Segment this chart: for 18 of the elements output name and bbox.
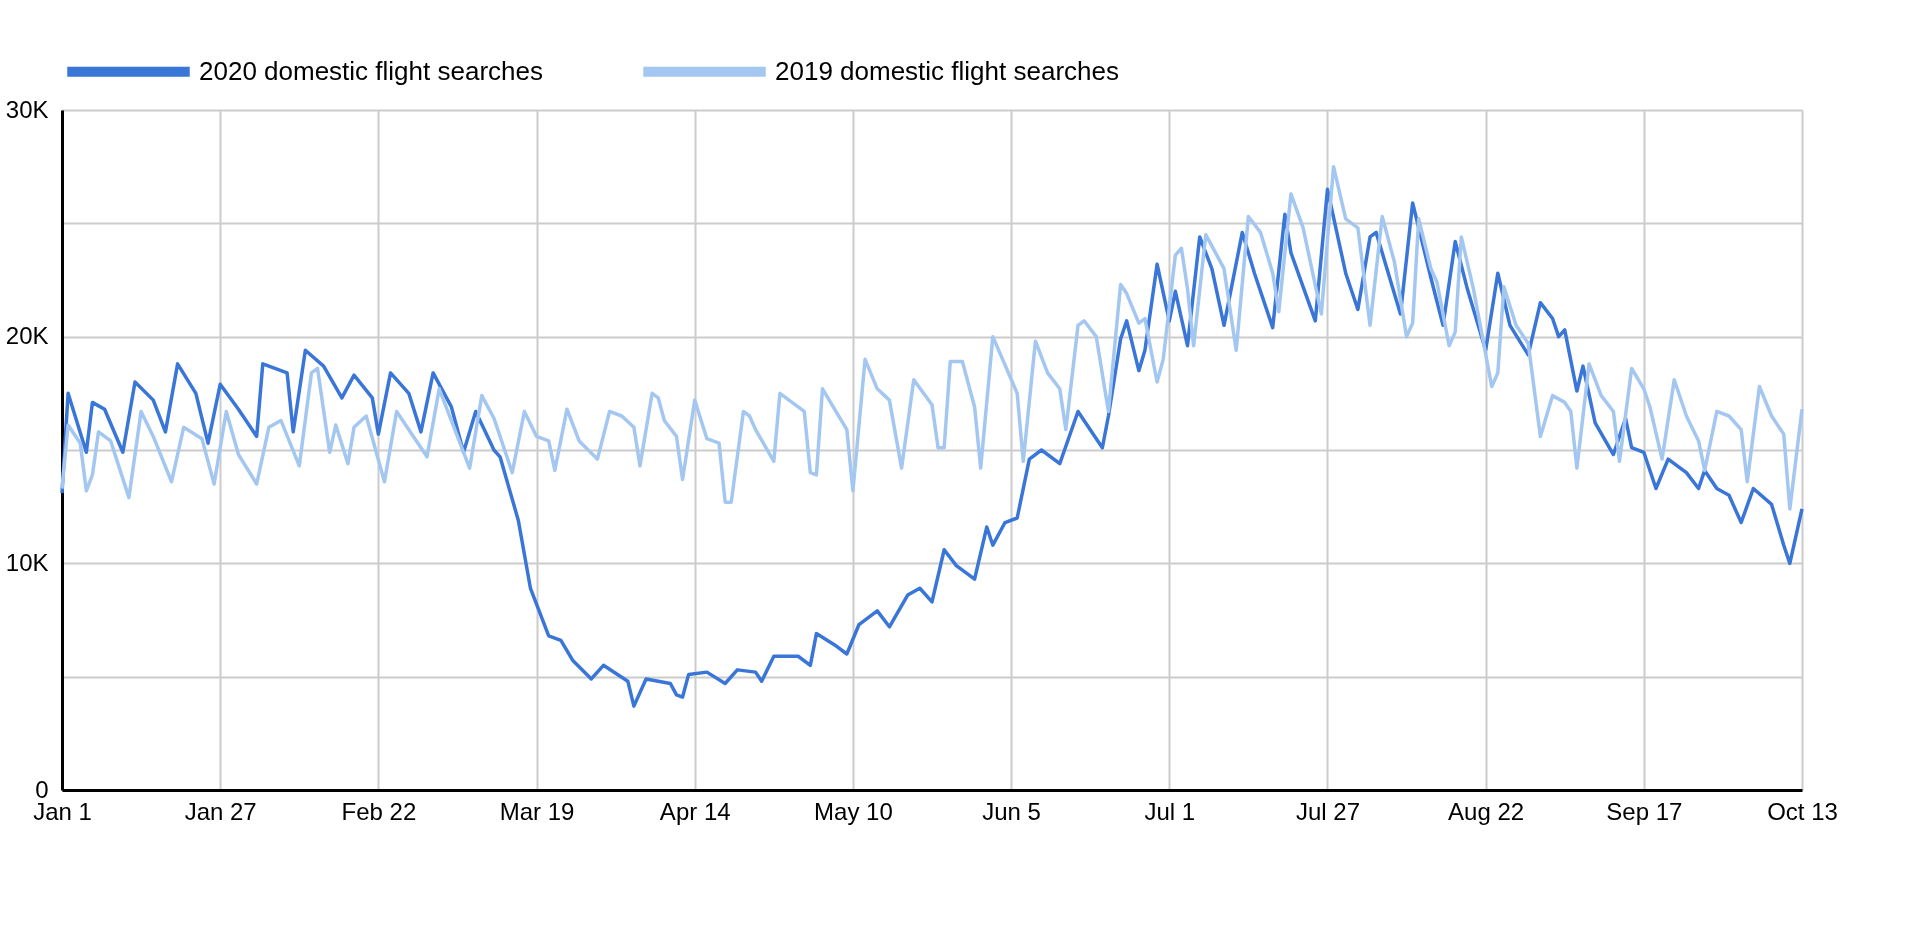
y-tick-label: 20K — [5, 322, 49, 350]
line-series — [60, 164, 1804, 511]
x-tick-label: Feb 22 — [341, 797, 417, 825]
x-tick-label: Aug 22 — [1448, 797, 1525, 825]
x-tick-label: Jun 5 — [982, 797, 1041, 825]
x-tick-label: Jul 1 — [1144, 797, 1196, 825]
x-tick-label: Oct 13 — [1767, 797, 1838, 825]
x-tick-label: Jul 27 — [1295, 797, 1360, 825]
x-tick-label: Jan 27 — [184, 797, 257, 825]
line-series — [60, 187, 1804, 708]
legend-label: 2020 domestic flight searches — [199, 55, 543, 86]
x-tick-label: Mar 19 — [499, 797, 575, 825]
y-tick-label: 30K — [5, 95, 49, 123]
x-tick-label: Apr 14 — [659, 797, 731, 825]
legend-label: 2019 domestic flight searches — [775, 55, 1119, 86]
y-tick-label: 10K — [5, 548, 49, 576]
x-tick-label: May 10 — [814, 797, 893, 825]
x-tick-label: Sep 17 — [1606, 797, 1683, 825]
